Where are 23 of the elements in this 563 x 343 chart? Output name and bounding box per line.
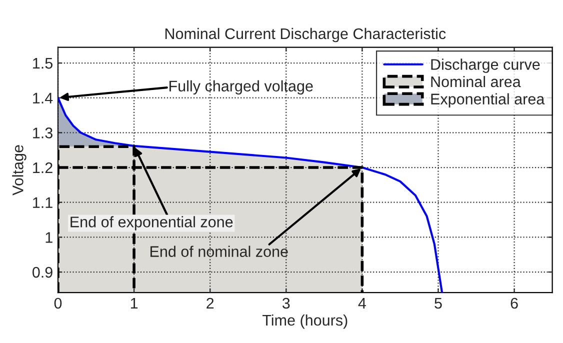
x-tick-label: 3 <box>282 298 290 309</box>
y-tick-label: 1.5 <box>33 58 52 69</box>
x-tick-label: 5 <box>434 298 442 309</box>
y-tick-label: 0.9 <box>32 266 52 278</box>
y-tick-label: 1.2 <box>33 162 52 174</box>
x-tick-label: 1 <box>130 298 138 309</box>
annotation: End of exponential zone <box>70 216 233 230</box>
legend-label: Nominal area <box>431 76 521 88</box>
y-tick-label: 1 <box>46 232 52 243</box>
chart-title: Nominal Current Discharge Characteristic <box>165 28 446 42</box>
y-axis-title: Voltage <box>12 145 26 196</box>
legend-label: Exponential area <box>431 93 545 108</box>
x-tick-label: 4 <box>358 298 366 309</box>
x-tick-label: 2 <box>206 298 214 309</box>
annotation: End of nominal zone <box>150 246 288 257</box>
y-tick-label: 1.1 <box>33 197 52 208</box>
x-axis-title: Time (hours) <box>262 314 348 329</box>
y-tick-label: 1.3 <box>33 128 52 138</box>
x-tick-label: 6 <box>510 298 518 309</box>
legend-label: Discharge curve <box>431 58 540 73</box>
annotation: Fully charged voltage <box>170 80 313 95</box>
x-tick-label: 0 <box>54 298 62 309</box>
y-tick-label: 1.4 <box>33 92 53 104</box>
